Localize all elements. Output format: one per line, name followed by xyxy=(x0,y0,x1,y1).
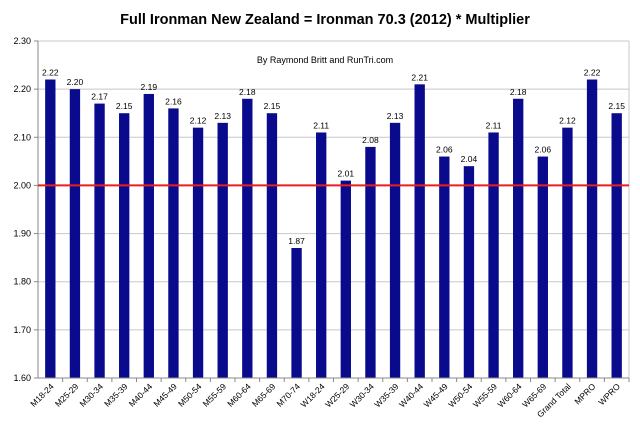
chart-title: Full Ironman New Zealand = Ironman 70.3 … xyxy=(120,12,530,28)
x-tick-label: M35-39 xyxy=(102,381,130,409)
data-label: 2.15 xyxy=(608,101,625,111)
x-tick-label: M70-74 xyxy=(275,381,303,409)
data-label: 2.06 xyxy=(436,145,453,155)
data-label: 2.04 xyxy=(461,154,478,164)
x-tick-label: W35-39 xyxy=(372,381,400,409)
x-tick-label: W50-54 xyxy=(446,381,474,409)
x-tick-label: W45-49 xyxy=(422,381,450,409)
data-label: 2.01 xyxy=(338,169,355,179)
data-label: 2.22 xyxy=(584,68,601,78)
x-tick-label: W40-44 xyxy=(397,381,425,409)
y-tick-label: 1.60 xyxy=(13,373,31,383)
data-labels: 2.22 2.20 2.17 2.15 2.19 2.16 2.12 2.13 2.18 2.15… xyxy=(42,68,625,247)
bars xyxy=(45,79,622,379)
data-label: 1.87 xyxy=(288,236,305,246)
y-tick-label: 1.70 xyxy=(13,325,31,335)
y-tick-label: 2.30 xyxy=(13,36,31,46)
bar xyxy=(439,156,450,378)
bar xyxy=(291,248,302,378)
bar xyxy=(488,132,499,378)
data-label: 2.12 xyxy=(190,116,207,126)
data-label: 2.21 xyxy=(411,72,428,82)
data-label: 2.13 xyxy=(214,111,231,121)
data-label: 2.15 xyxy=(116,101,133,111)
chart-subtitle: By Raymond Britt and RunTri.com xyxy=(257,55,393,65)
x-tick-label: M18-24 xyxy=(28,381,56,409)
x-tick-label: M60-64 xyxy=(225,381,253,409)
bar xyxy=(365,146,376,378)
x-tick-label: M55-59 xyxy=(201,381,229,409)
bar xyxy=(611,113,622,378)
bar xyxy=(463,166,475,378)
bar xyxy=(340,180,351,378)
bar xyxy=(143,93,154,378)
data-label: 2.06 xyxy=(535,145,552,155)
bar xyxy=(69,89,81,379)
bar xyxy=(192,127,204,379)
x-tick-label: W18-24 xyxy=(298,381,326,409)
data-label: 2.20 xyxy=(67,77,84,87)
data-label: 2.08 xyxy=(362,135,379,145)
bar xyxy=(45,79,56,378)
bar xyxy=(94,103,105,378)
x-tick-label: W60-64 xyxy=(495,381,523,409)
bar xyxy=(414,84,425,378)
data-label: 2.15 xyxy=(264,101,281,111)
bar xyxy=(217,122,228,378)
data-label: 2.18 xyxy=(239,87,256,97)
bar xyxy=(168,108,179,379)
bar xyxy=(316,132,327,378)
y-tick-label: 2.10 xyxy=(13,132,31,142)
x-tick-label: M25-29 xyxy=(53,381,81,409)
data-label: 2.12 xyxy=(559,116,576,126)
x-tick-label: M65-69 xyxy=(250,381,278,409)
y-tick-label: 2.20 xyxy=(13,84,31,94)
data-label: 2.22 xyxy=(42,68,59,78)
bar xyxy=(586,79,598,378)
x-axis-ticks: M18-24M25-29M30-34M35-39M40-44M45-49M50-… xyxy=(28,377,630,419)
data-label: 2.18 xyxy=(510,87,527,97)
bar xyxy=(562,127,573,379)
x-tick-label: W30-34 xyxy=(348,381,376,409)
x-tick-label: M45-49 xyxy=(151,381,179,409)
x-tick-label: M40-44 xyxy=(127,381,155,409)
data-label: 2.19 xyxy=(141,82,158,92)
x-tick-label: W25-29 xyxy=(323,381,351,409)
bar xyxy=(389,122,401,378)
data-label: 2.17 xyxy=(91,92,108,102)
x-tick-label: M50-54 xyxy=(176,381,204,409)
bar xyxy=(537,156,548,378)
y-tick-label: 1.90 xyxy=(13,229,31,239)
data-label: 2.11 xyxy=(313,120,329,130)
x-tick-label: MPRO xyxy=(572,381,597,406)
bar xyxy=(242,98,253,379)
bar xyxy=(119,113,130,378)
data-label: 2.13 xyxy=(387,111,404,121)
bar xyxy=(513,98,524,379)
data-label: 2.11 xyxy=(486,120,502,130)
x-tick-label: WPRO xyxy=(596,381,622,407)
y-tick-label: 1.80 xyxy=(13,277,31,287)
x-tick-label: W55-59 xyxy=(471,381,499,409)
x-tick-label: M30-34 xyxy=(78,381,106,409)
bar xyxy=(266,113,278,378)
data-label: 2.16 xyxy=(165,96,182,106)
y-axis-ticks: 1.60 1.70 1.80 1.90 2.00 2.10 2.20 2.30 xyxy=(13,36,39,383)
y-tick-label: 2.00 xyxy=(13,180,31,190)
